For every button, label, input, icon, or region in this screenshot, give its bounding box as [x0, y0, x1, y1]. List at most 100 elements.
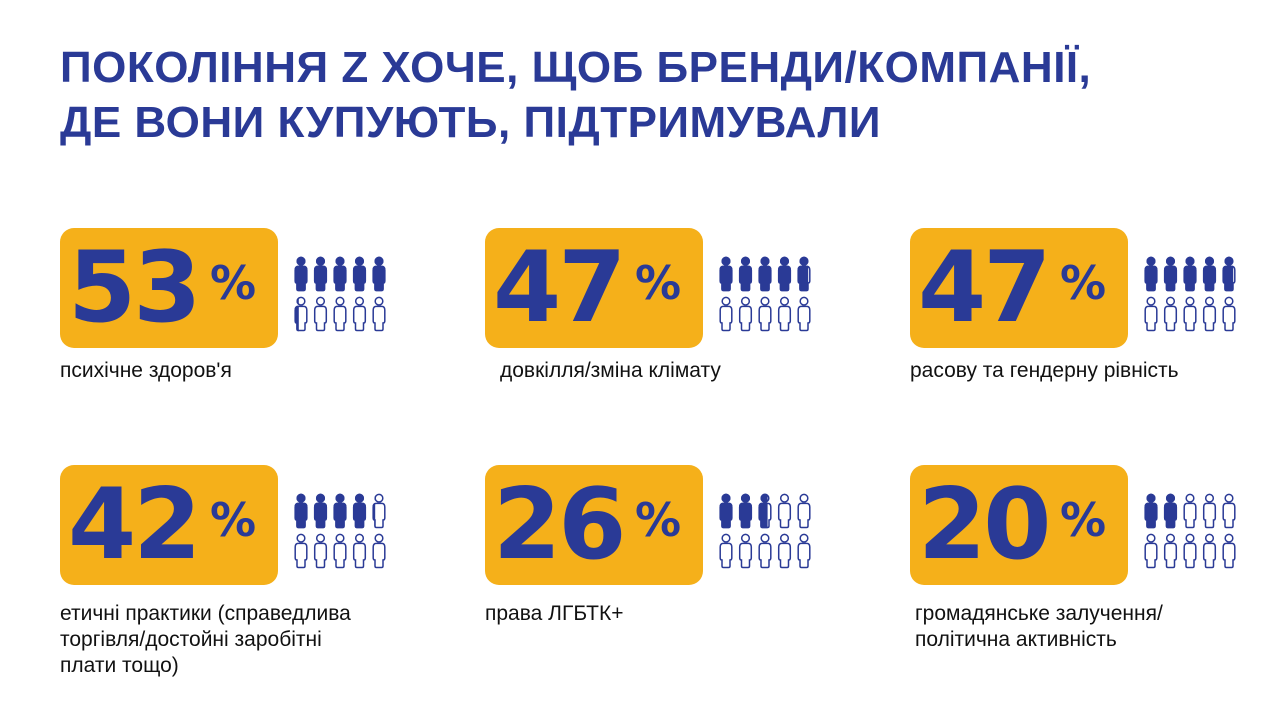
person-icon: [313, 533, 328, 569]
percent-number: 20: [918, 468, 1051, 582]
person-icon: [758, 533, 772, 569]
label-line: плати тощо): [60, 654, 179, 677]
person-icon: [352, 533, 367, 569]
title-line-1: ПОКОЛІННЯ Z ХОЧЕ, ЩОБ БРЕНДИ/КОМПАНІЇ,: [60, 43, 1092, 92]
percent-sign: %: [210, 493, 257, 547]
person-icon: [333, 256, 347, 292]
percent-badge: 42 %: [60, 465, 278, 585]
percent-sign: %: [635, 493, 682, 547]
person-icon: [313, 256, 328, 292]
person-icon: [1202, 493, 1217, 529]
person-icon: [719, 256, 733, 292]
percent-badge: 20 %: [910, 465, 1128, 585]
person-icon: [333, 493, 347, 529]
person-icon: [294, 533, 308, 569]
person-icon: [352, 296, 367, 332]
person-icon: [1163, 493, 1178, 529]
label-line: права ЛГБТК+: [485, 602, 624, 625]
person-icon: [1144, 493, 1158, 529]
person-icon: [797, 493, 811, 529]
stat-label: довкілля/зміна клімату: [500, 358, 870, 384]
person-icon: [1183, 256, 1197, 292]
person-icon: [1183, 296, 1197, 332]
label-line: расову та гендерну рівність: [910, 359, 1179, 382]
person-icon: [352, 256, 367, 292]
person-icon: [797, 533, 811, 569]
person-icon: [372, 296, 386, 332]
person-icon: [1183, 533, 1197, 569]
person-icon: [777, 493, 792, 529]
person-icon: [738, 533, 753, 569]
percent-number: 26: [493, 468, 626, 582]
percent-badge: 26 %: [485, 465, 703, 585]
person-icon: [797, 256, 811, 292]
person-icon: [719, 296, 733, 332]
stat-label: громадянське залучення/ політична активн…: [915, 601, 1255, 653]
person-icon: [758, 296, 772, 332]
label-line: довкілля/зміна клімату: [500, 359, 721, 382]
person-icon: [1163, 256, 1178, 292]
person-icon: [738, 493, 753, 529]
person-icon: [1222, 533, 1236, 569]
person-icon: [294, 296, 308, 332]
person-icon: [777, 533, 792, 569]
label-line: етичні практики (справедлива: [60, 602, 351, 625]
people-icons: [294, 256, 386, 332]
percent-sign: %: [210, 256, 257, 310]
person-icon: [1202, 533, 1217, 569]
person-icon: [777, 256, 792, 292]
person-icon: [372, 533, 386, 569]
person-icon: [352, 493, 367, 529]
person-icon: [1202, 296, 1217, 332]
people-icons: [294, 493, 386, 569]
stat-label: расову та гендерну рівність: [910, 358, 1250, 384]
person-icon: [738, 296, 753, 332]
person-icon: [797, 296, 811, 332]
percent-badge: 47 %: [910, 228, 1128, 348]
label-line: громадянське залучення/: [915, 602, 1163, 625]
person-icon: [333, 296, 347, 332]
person-icon: [1144, 296, 1158, 332]
percent-badge: 53 %: [60, 228, 278, 348]
person-icon: [313, 296, 328, 332]
person-icon: [1222, 256, 1236, 292]
title-line-2: ДЕ ВОНИ КУПУЮТЬ, ПІДТРИМУВАЛИ: [60, 98, 881, 147]
people-icons: [1144, 256, 1236, 332]
person-icon: [333, 533, 347, 569]
person-icon: [1183, 493, 1197, 529]
person-icon: [1163, 296, 1178, 332]
stat-label: психічне здоров'я: [60, 358, 430, 384]
person-icon: [294, 256, 308, 292]
person-icon: [1163, 533, 1178, 569]
percent-badge: 47 %: [485, 228, 703, 348]
stat-label: права ЛГБТК+: [485, 601, 855, 627]
person-icon: [1222, 493, 1236, 529]
person-icon: [294, 493, 308, 529]
person-icon: [758, 256, 772, 292]
label-line: торгівля/достойні заробітні: [60, 628, 322, 651]
person-icon: [719, 533, 733, 569]
label-line: психічне здоров'я: [60, 359, 232, 382]
percent-number: 53: [68, 231, 201, 345]
percent-sign: %: [1060, 493, 1107, 547]
person-icon: [1202, 256, 1217, 292]
people-icons: [719, 493, 811, 569]
person-icon: [777, 296, 792, 332]
person-icon: [719, 493, 733, 529]
person-icon: [758, 493, 772, 529]
page-title: ПОКОЛІННЯ Z ХОЧЕ, ЩОБ БРЕНДИ/КОМПАНІЇ, Д…: [60, 40, 1240, 150]
person-icon: [313, 493, 328, 529]
person-icon: [1222, 296, 1236, 332]
people-icons: [719, 256, 811, 332]
label-line: політична активність: [915, 628, 1117, 651]
person-icon: [372, 256, 386, 292]
percent-sign: %: [635, 256, 682, 310]
percent-number: 47: [918, 231, 1051, 345]
stat-label: етичні практики (справедлива торгівля/до…: [60, 601, 430, 679]
person-icon: [1144, 533, 1158, 569]
person-icon: [372, 493, 386, 529]
percent-number: 47: [493, 231, 626, 345]
percent-number: 42: [68, 468, 201, 582]
percent-sign: %: [1060, 256, 1107, 310]
people-icons: [1144, 493, 1236, 569]
